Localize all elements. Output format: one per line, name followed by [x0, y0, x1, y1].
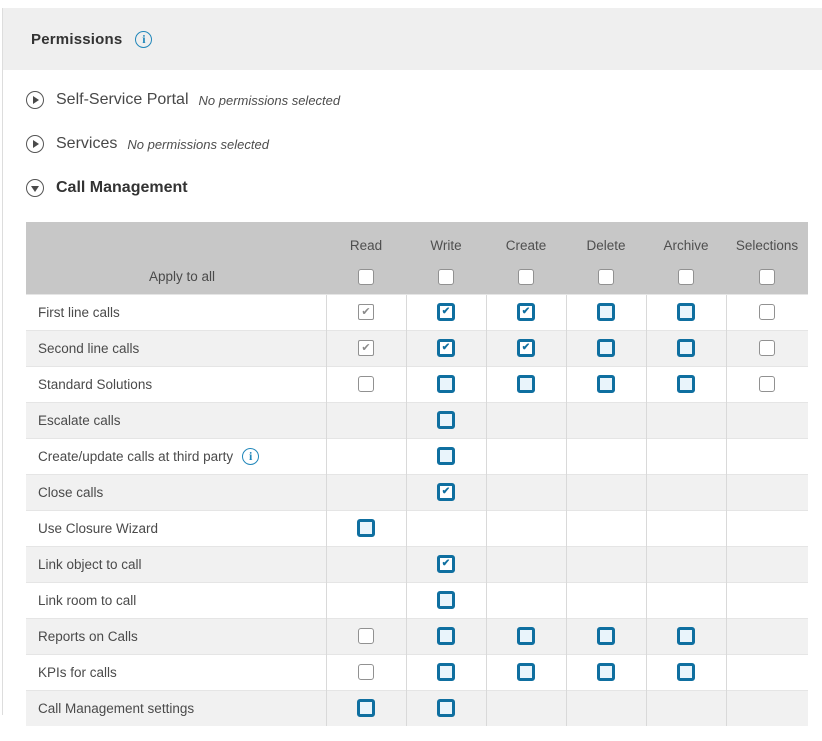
col-header-selections: Selections: [726, 222, 808, 260]
delete-checkbox[interactable]: [597, 303, 615, 321]
archive-checkbox[interactable]: [677, 303, 695, 321]
column-header-row: Read Write Create Delete Archive Selecti…: [26, 222, 808, 260]
create-checkbox[interactable]: [517, 627, 535, 645]
read-checkbox[interactable]: [357, 699, 375, 718]
selections-checkbox[interactable]: [759, 304, 776, 321]
archive-checkbox[interactable]: [677, 375, 695, 393]
triangle-right-icon: [33, 140, 39, 148]
row-label: Standard Solutions: [38, 376, 153, 392]
row-label: Second line calls: [38, 340, 140, 356]
expand-icon[interactable]: [26, 91, 44, 109]
apply-to-all-row: Apply to all: [26, 260, 808, 294]
apply-all-read-checkbox[interactable]: [358, 268, 374, 285]
section-label: Call Management: [56, 179, 188, 196]
col-header-delete: Delete: [566, 222, 646, 260]
table-row: Escalate calls: [26, 401, 808, 438]
table-body: First line calls Second line calls Stand…: [26, 293, 808, 726]
row-label: Use Closure Wizard: [38, 520, 159, 536]
permissions-panel: Permissions i Self-Service Portal No per…: [2, 8, 822, 726]
selections-checkbox[interactable]: [759, 340, 776, 357]
row-label: Call Management settings: [38, 701, 195, 717]
table-row: Use Closure Wizard: [26, 509, 808, 546]
archive-checkbox[interactable]: [677, 627, 695, 645]
permissions-table: Read Write Create Delete Archive Selecti…: [26, 222, 808, 726]
col-header-archive: Archive: [646, 222, 726, 260]
row-label: Link object to call: [38, 556, 142, 572]
triangle-right-icon: [33, 96, 39, 104]
delete-checkbox[interactable]: [597, 663, 615, 681]
title-bar: Permissions i: [3, 8, 822, 70]
apply-all-create-checkbox[interactable]: [518, 268, 534, 285]
section-note: No permissions selected: [198, 92, 341, 108]
row-label: Reports on Calls: [38, 628, 138, 644]
section-label: Self-Service Portal: [56, 91, 189, 108]
write-checkbox[interactable]: [437, 627, 455, 645]
archive-checkbox[interactable]: [677, 339, 695, 357]
col-header-write: Write: [406, 222, 486, 260]
delete-checkbox[interactable]: [597, 375, 615, 393]
page-title: Permissions: [31, 30, 123, 48]
delete-checkbox[interactable]: [597, 627, 615, 645]
create-checkbox[interactable]: [517, 303, 535, 321]
read-checkbox[interactable]: [358, 340, 374, 357]
table-row: Link object to call: [26, 545, 808, 582]
create-checkbox[interactable]: [517, 339, 535, 357]
table-row: Reports on Calls: [26, 617, 808, 654]
write-checkbox[interactable]: [437, 375, 455, 393]
archive-checkbox[interactable]: [677, 663, 695, 681]
write-checkbox[interactable]: [437, 483, 455, 501]
row-label: Escalate calls: [38, 412, 121, 428]
info-icon[interactable]: i: [242, 447, 260, 465]
apply-all-selections-checkbox[interactable]: [759, 268, 775, 285]
info-icon[interactable]: i: [135, 30, 153, 48]
section-self-service-portal[interactable]: Self-Service Portal No permissions selec…: [26, 90, 822, 110]
expand-icon[interactable]: [26, 135, 44, 153]
write-checkbox[interactable]: [437, 303, 455, 321]
col-header-create: Create: [486, 222, 566, 260]
read-checkbox[interactable]: [358, 664, 374, 681]
apply-all-archive-checkbox[interactable]: [678, 268, 694, 285]
write-checkbox[interactable]: [437, 339, 455, 357]
delete-checkbox[interactable]: [597, 339, 615, 357]
collapse-icon[interactable]: [26, 179, 44, 197]
write-checkbox[interactable]: [437, 591, 455, 609]
read-checkbox[interactable]: [358, 376, 374, 393]
write-checkbox[interactable]: [437, 699, 455, 718]
section-note: No permissions selected: [127, 136, 269, 152]
apply-all-write-checkbox[interactable]: [438, 268, 454, 285]
table-row: Create/update calls at third party i: [26, 437, 808, 474]
write-checkbox[interactable]: [437, 663, 455, 681]
section-label: Services: [56, 135, 118, 152]
create-checkbox[interactable]: [517, 663, 535, 681]
row-label: Close calls: [38, 484, 104, 500]
row-label: Link room to call: [38, 592, 137, 608]
row-label: Create/update calls at third party: [38, 448, 234, 464]
table-row: Second line calls: [26, 329, 808, 366]
create-checkbox[interactable]: [517, 375, 535, 393]
read-checkbox[interactable]: [358, 628, 374, 645]
selections-checkbox[interactable]: [759, 376, 776, 393]
label-column-header: [26, 222, 326, 260]
table-row: Standard Solutions: [26, 365, 808, 402]
col-header-read: Read: [326, 222, 406, 260]
triangle-down-icon: [31, 186, 39, 192]
table-row: Call Management settings: [26, 689, 808, 726]
section-services[interactable]: Services No permissions selected: [26, 134, 822, 154]
read-checkbox[interactable]: [357, 519, 375, 537]
write-checkbox[interactable]: [437, 411, 455, 429]
row-label: First line calls: [38, 304, 120, 320]
write-checkbox[interactable]: [437, 555, 455, 573]
table-row: First line calls: [26, 293, 808, 330]
write-checkbox[interactable]: [437, 447, 455, 465]
row-label: KPIs for calls: [38, 664, 117, 680]
section-call-management[interactable]: Call Management: [26, 178, 822, 198]
apply-all-delete-checkbox[interactable]: [598, 268, 614, 285]
table-row: KPIs for calls: [26, 653, 808, 690]
panel-body: Self-Service Portal No permissions selec…: [3, 70, 822, 726]
table-row: Link room to call: [26, 581, 808, 618]
read-checkbox[interactable]: [358, 304, 374, 321]
apply-to-all-label: Apply to all: [26, 260, 326, 294]
table-row: Close calls: [26, 473, 808, 510]
